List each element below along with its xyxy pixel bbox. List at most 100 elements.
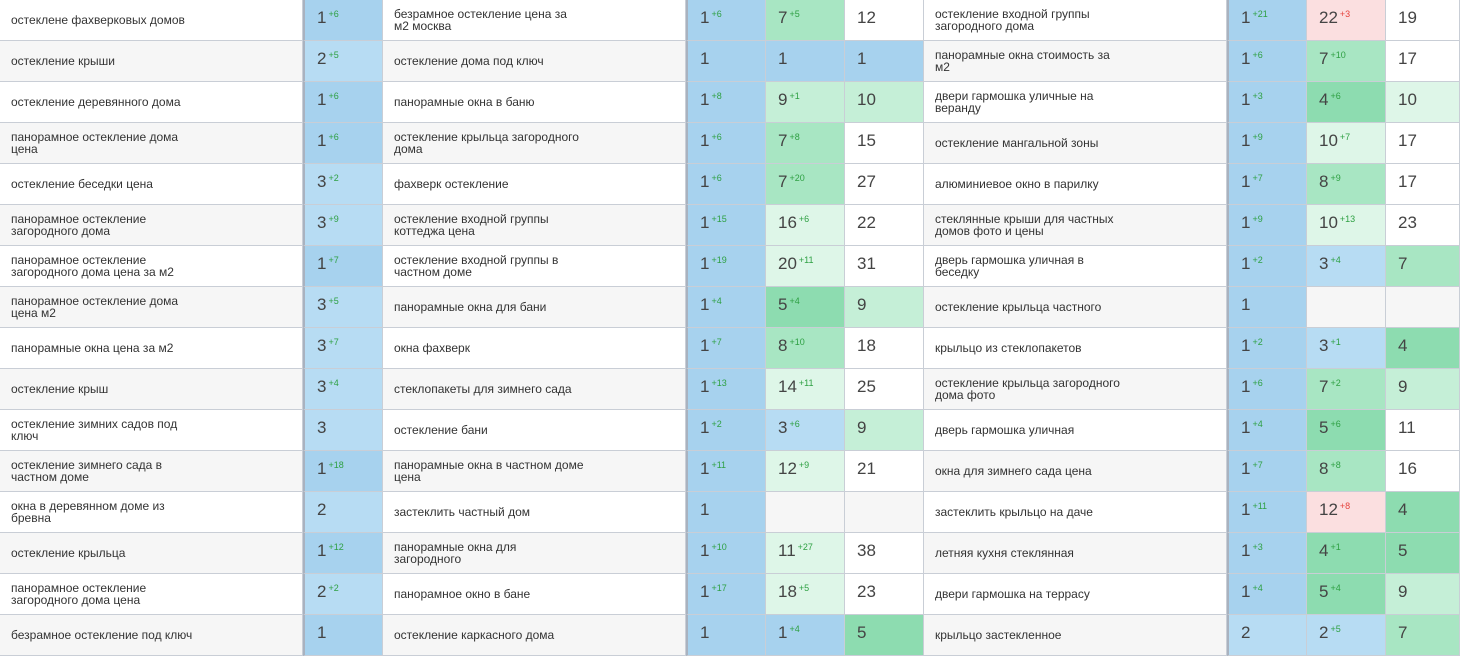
position-cell: 8 +10 bbox=[766, 328, 845, 369]
keyword-cell: остекление входной группы в частном доме bbox=[383, 246, 686, 287]
position-value: 5 bbox=[1319, 582, 1329, 601]
keyword-text: остеклене фахверковых домов bbox=[11, 13, 185, 27]
keyword-cell: стеклянные крыши для частных домов фото … bbox=[924, 205, 1227, 246]
position-value: 1 bbox=[1241, 418, 1251, 437]
position-change-up: +6 bbox=[1330, 419, 1341, 429]
position-cell: 12 +9 bbox=[766, 451, 845, 492]
keyword-text: панорамное остекление загородного дома ц… bbox=[11, 581, 147, 607]
position-cell: 9 bbox=[1386, 369, 1460, 410]
position-value: 1 bbox=[700, 541, 710, 560]
position-change-up: +6 bbox=[1252, 50, 1263, 60]
position-cell: 1 +11 bbox=[1227, 492, 1307, 533]
position-change-up: +2 bbox=[711, 419, 722, 429]
position-cell: 5 +4 bbox=[766, 287, 845, 328]
keyword-cell: панорамные окна в частном доме цена bbox=[383, 451, 686, 492]
position-value: 1 bbox=[700, 172, 710, 191]
position-value: 1 bbox=[700, 8, 710, 27]
position-cell: 5 +4 bbox=[1307, 574, 1386, 615]
position-change-up: +6 bbox=[789, 419, 800, 429]
position-value: 1 bbox=[700, 213, 710, 232]
position-value: 1 bbox=[700, 500, 710, 519]
position-value: 31 bbox=[857, 254, 876, 273]
position-change-up: +2 bbox=[1330, 378, 1341, 388]
keyword-text: панорамные окна для бани bbox=[394, 300, 547, 314]
keyword-text: дверь гармошка уличная в беседку bbox=[935, 253, 1084, 279]
keyword-cell: панорамное остекление загородного дома ц… bbox=[0, 574, 303, 615]
keyword-cell: крыльцо из стеклопакетов bbox=[924, 328, 1227, 369]
position-cell: 1 bbox=[303, 615, 383, 656]
keyword-cell: остекление беседки цена bbox=[0, 164, 303, 205]
position-value: 3 bbox=[317, 418, 327, 437]
position-cell: 1 +7 bbox=[686, 328, 766, 369]
position-value: 8 bbox=[778, 336, 788, 355]
position-change-up: +19 bbox=[711, 255, 727, 265]
position-change-up: +9 bbox=[798, 460, 810, 470]
position-cell: 3 +4 bbox=[303, 369, 383, 410]
position-cell: 4 bbox=[1386, 328, 1460, 369]
position-value: 16 bbox=[778, 213, 797, 232]
position-value: 1 bbox=[317, 8, 327, 27]
keyword-text: безрамное остекление цена за м2 москва bbox=[394, 7, 567, 33]
position-change-down: +8 bbox=[1339, 501, 1351, 511]
position-change-up: +8 bbox=[1330, 460, 1341, 470]
position-cell: 3 bbox=[303, 410, 383, 451]
position-value: 5 bbox=[1398, 541, 1408, 560]
position-cell: 12 +8 bbox=[1307, 492, 1386, 533]
position-change-up: +6 bbox=[328, 91, 339, 101]
position-value: 11 bbox=[778, 541, 796, 560]
position-value: 5 bbox=[1319, 418, 1329, 437]
position-cell: 1 +21 bbox=[1227, 0, 1307, 41]
position-value: 1 bbox=[700, 377, 710, 396]
keyword-cell: панорамные окна стоимость за м2 bbox=[924, 41, 1227, 82]
position-change-up: +5 bbox=[328, 296, 339, 306]
position-cell: 1 bbox=[845, 41, 924, 82]
keyword-cell: крыльцо застекленное bbox=[924, 615, 1227, 656]
position-change-up: +13 bbox=[711, 378, 727, 388]
position-value: 3 bbox=[778, 418, 788, 437]
position-value: 4 bbox=[1398, 500, 1408, 519]
position-cell: 7 +5 bbox=[766, 0, 845, 41]
position-cell: 1 +11 bbox=[686, 451, 766, 492]
position-value: 18 bbox=[857, 336, 876, 355]
keyword-cell: остекление каркасного дома bbox=[383, 615, 686, 656]
keyword-text: остекление зимних садов под ключ bbox=[11, 417, 178, 443]
position-change-up: +7 bbox=[328, 337, 339, 347]
position-change-up: +6 bbox=[328, 132, 339, 142]
position-cell: 1 +6 bbox=[303, 123, 383, 164]
position-change-up: +9 bbox=[1252, 132, 1263, 142]
position-cell: 12 bbox=[845, 0, 924, 41]
keyword-cell: двери гармошка уличные на веранду bbox=[924, 82, 1227, 123]
keyword-cell: летняя кухня стеклянная bbox=[924, 533, 1227, 574]
keyword-text: панорамное остекление дома цена bbox=[11, 130, 179, 156]
position-value: 1 bbox=[317, 623, 327, 642]
position-value: 1 bbox=[1241, 295, 1251, 314]
position-change-up: +1 bbox=[789, 91, 800, 101]
keyword-text: панорамное остекление загородного дома ц… bbox=[11, 253, 174, 279]
position-cell: 17 bbox=[1386, 41, 1460, 82]
position-change-up: +4 bbox=[1330, 255, 1341, 265]
position-cell bbox=[1307, 287, 1386, 328]
position-change-up: +10 bbox=[789, 337, 805, 347]
position-cell: 1 +3 bbox=[1227, 533, 1307, 574]
position-value: 3 bbox=[317, 336, 327, 355]
position-change-up: +9 bbox=[328, 214, 339, 224]
position-value: 1 bbox=[778, 623, 788, 642]
position-value: 1 bbox=[1241, 582, 1251, 601]
position-value: 25 bbox=[857, 377, 876, 396]
position-cell: 2 bbox=[303, 492, 383, 533]
position-cell: 1 +9 bbox=[1227, 205, 1307, 246]
position-value: 5 bbox=[857, 623, 867, 642]
position-value: 1 bbox=[317, 131, 327, 150]
position-value: 1 bbox=[1241, 172, 1251, 191]
position-value: 9 bbox=[1398, 377, 1408, 396]
position-value: 4 bbox=[1319, 90, 1329, 109]
keyword-text: окна для зимнего сада цена bbox=[935, 464, 1092, 478]
keyword-text: панорамное остекление дома цена м2 bbox=[11, 294, 179, 320]
position-cell: 1 bbox=[686, 41, 766, 82]
position-cell: 4 bbox=[1386, 492, 1460, 533]
position-value: 1 bbox=[700, 131, 710, 150]
position-value: 7 bbox=[1398, 254, 1408, 273]
position-change-up: +4 bbox=[711, 296, 722, 306]
position-change-up: +27 bbox=[797, 542, 813, 552]
keyword-text: панорамное окно в бане bbox=[394, 587, 531, 601]
